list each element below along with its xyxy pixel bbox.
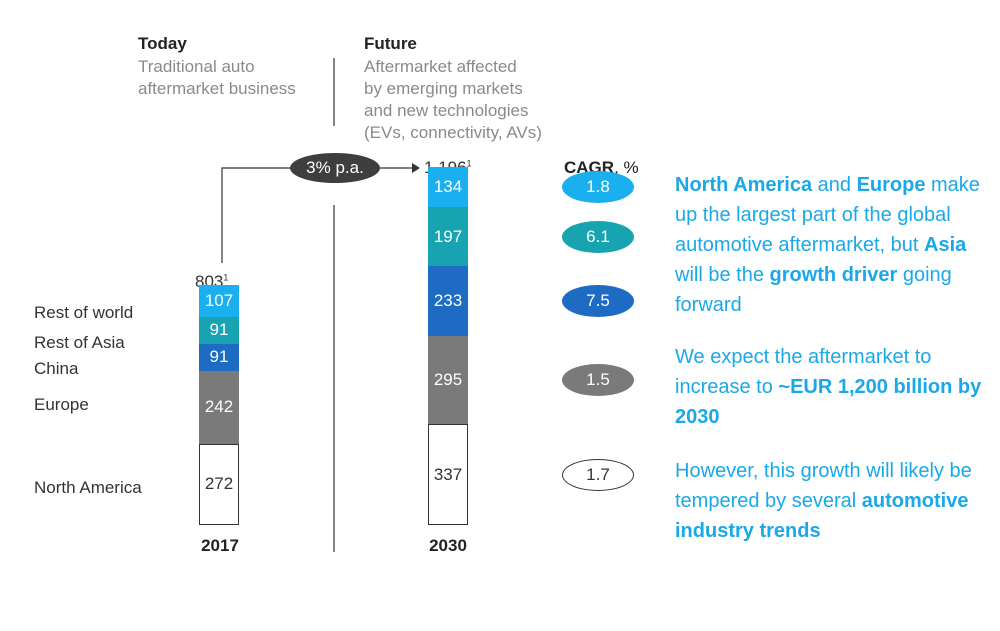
cagr-value: 7.5	[586, 290, 610, 310]
body-text: However, this growth will likely be temp…	[675, 460, 972, 512]
emphasis-text: ~EUR 1,200 billion by 2030	[675, 376, 982, 428]
bar-value-label: 91	[209, 320, 229, 340]
today-subtitle-line: Traditional auto	[138, 57, 255, 76]
emphasis-text: Asia	[924, 234, 967, 256]
summary-paragraph-2: We expect the aftermarket to increase to…	[675, 342, 985, 432]
future-subtitle-line: Aftermarket affected	[364, 57, 517, 76]
emphasis-text: North America	[675, 174, 813, 196]
body-text: will be the	[675, 264, 770, 286]
bar-segment-2017-rest-of-world: 107	[199, 284, 239, 317]
bar-value-label: 295	[433, 369, 463, 389]
cagr-value: 1.5	[586, 369, 610, 389]
bar-value-label: 197	[433, 226, 463, 246]
cagr-value: 1.8	[586, 176, 610, 196]
cagr-value: 6.1	[586, 226, 610, 246]
future-subtitle-line: (EVs, connectivity, AVs)	[364, 123, 542, 142]
year-label-2030: 2030	[429, 536, 467, 555]
bar-segment-2017-rest-of-asia: 91	[199, 316, 239, 344]
bar-segment-2030-rest-of-world: 134	[428, 166, 468, 208]
label-north-america: North America	[34, 478, 142, 497]
future-subtitle: Aftermarket affected by emerging markets…	[364, 56, 542, 144]
bar-segment-2030-europe: 295	[428, 335, 468, 425]
future-subtitle-line: by emerging markets	[364, 79, 523, 98]
label-rest-of-world: Rest of world	[34, 303, 134, 322]
bar-segment-2030-rest-of-asia: 197	[428, 207, 468, 266]
bar-segment-2017-europe: 242	[199, 371, 239, 444]
label-rest-of-asia: Rest of Asia	[34, 333, 125, 352]
cagr-header-unit: , %	[614, 158, 639, 177]
cagr-pill-rest-of-world: 1.8	[562, 170, 634, 203]
cagr-pill-north-america: 1.7	[562, 458, 634, 491]
body-text: We expect the aftermarket to increase to	[675, 346, 932, 398]
future-subtitle-line: and new technologies	[364, 101, 529, 120]
emphasis-text: automotive industry trends	[675, 490, 969, 542]
bar-value-label: 233	[433, 290, 463, 310]
future-title: Future	[364, 34, 417, 53]
today-subtitle-line: aftermarket business	[138, 79, 296, 98]
body-text: going forward	[675, 264, 952, 316]
cagr-value: 1.7	[586, 464, 610, 484]
bar-segment-2017-north-america: 272	[199, 443, 239, 525]
bar-segment-2030-north-america: 337	[428, 424, 468, 525]
bar-value-label: 91	[209, 347, 229, 367]
bar-segment-2030-china: 233	[428, 266, 468, 336]
today-title: Today	[138, 34, 187, 53]
today-subtitle: Traditional auto aftermarket business	[138, 56, 296, 100]
cagr-pill-europe: 1.5	[562, 363, 634, 396]
body-text: and	[812, 174, 857, 196]
label-europe: Europe	[34, 395, 89, 414]
growth-rate-pill: 3% p.a.	[290, 153, 380, 183]
growth-line-left	[221, 167, 296, 263]
growth-arrowhead	[412, 163, 420, 173]
cagr-pill-rest-of-asia: 6.1	[562, 220, 634, 253]
year-label-2017: 2017	[201, 536, 239, 555]
bar-value-label: 107	[204, 290, 234, 310]
emphasis-text: Europe	[856, 174, 926, 196]
bar-value-label: 337	[433, 464, 463, 484]
bar-value-label: 134	[433, 176, 463, 196]
bar-value-label: 272	[204, 474, 234, 494]
total-2017-footnote: 1	[223, 272, 229, 283]
emphasis-text: growth driver	[769, 264, 898, 286]
summary-paragraph-3: However, this growth will likely be temp…	[675, 456, 985, 546]
body-text: make up the largest part of the global a…	[675, 174, 980, 256]
label-china: China	[34, 359, 79, 378]
bar-value-label: 242	[204, 397, 234, 417]
cagr-pill-china: 7.5	[562, 284, 634, 317]
bar-segment-2017-china: 91	[199, 343, 239, 372]
total-2030-footnote: 1	[466, 158, 472, 169]
summary-paragraph-1: North America and Europe make up the lar…	[675, 170, 985, 320]
